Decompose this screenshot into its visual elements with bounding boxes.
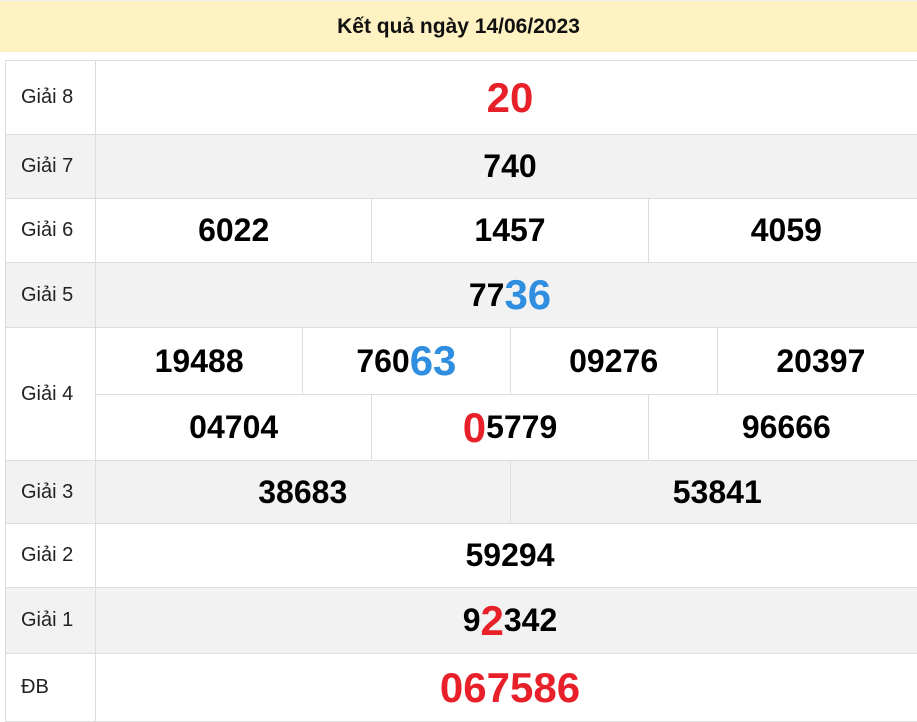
number-digits: 59294 — [466, 537, 555, 574]
number-digits: 38683 — [258, 474, 347, 511]
number-digits: 067586 — [440, 664, 580, 712]
prize-row: Giải 7 740 — [6, 135, 917, 199]
number-digits: 09276 — [569, 343, 658, 380]
prize-label: Giải 7 — [6, 135, 96, 199]
prize-row: ĐB 067586 — [6, 654, 917, 722]
prize-values: 20 — [96, 61, 917, 135]
prize-number: 09276 — [510, 328, 717, 394]
prize-label: ĐB — [6, 654, 96, 722]
number-digits: 5779 — [486, 409, 557, 446]
number-digits: 1457 — [474, 212, 545, 249]
number-digits: 4059 — [751, 212, 822, 249]
prize-number: 96666 — [648, 395, 917, 460]
prize-number: 59294 — [96, 524, 917, 587]
highlighted-digits: 36 — [504, 271, 551, 319]
number-digits: 740 — [483, 148, 536, 185]
prize-values: 740 — [96, 135, 917, 199]
prize-label: Giải 8 — [6, 61, 96, 135]
prize-values: 6022 1457 4059 — [96, 199, 917, 263]
number-digits: 20 — [487, 74, 534, 122]
number-digits: 04704 — [189, 409, 278, 446]
prize-values: 59294 — [96, 524, 917, 588]
prize-row: Giải 6 6022 1457 4059 — [6, 199, 917, 263]
prize-number: 1457 — [371, 199, 647, 262]
prize-row: Giải 8 20 — [6, 61, 917, 135]
prize-label: Giải 4 — [6, 328, 96, 461]
prize-number: 6022 — [96, 199, 371, 262]
number-digits: 19488 — [155, 343, 244, 380]
prize-number: 740 — [96, 135, 917, 198]
number-digits: 6022 — [198, 212, 269, 249]
number-digits: 20397 — [776, 343, 865, 380]
number-digits: 53841 — [673, 474, 762, 511]
number-digits: 760 — [356, 343, 409, 380]
prize-label: Giải 3 — [6, 461, 96, 524]
prize-values: 067586 — [96, 654, 917, 722]
highlighted-digits: 0 — [463, 404, 486, 452]
number-digits: 77 — [469, 277, 505, 314]
prize-number: 04704 — [96, 395, 371, 460]
prize-number: 20397 — [717, 328, 917, 394]
prize-number: 4059 — [648, 199, 917, 262]
prize-label: Giải 5 — [6, 263, 96, 328]
prize-row: Giải 2 59294 — [6, 524, 917, 588]
prize-number: 38683 — [96, 461, 510, 523]
prize-label: Giải 6 — [6, 199, 96, 263]
number-digits: 96666 — [742, 409, 831, 446]
prize-row: Giải 3 38683 53841 — [6, 461, 917, 524]
prize-number: 19488 — [96, 328, 302, 394]
results-header: Kết quả ngày 14/06/2023 — [0, 0, 917, 52]
number-digits: 9 — [463, 602, 481, 639]
highlighted-digits: 2 — [481, 597, 504, 645]
prize-label: Giải 1 — [6, 588, 96, 654]
prize-number: 20 — [96, 61, 917, 134]
prize-number: 067586 — [96, 654, 917, 721]
number-digits: 342 — [504, 602, 557, 639]
prize-number: 53841 — [510, 461, 917, 523]
prize-label: Giải 2 — [6, 524, 96, 588]
prize-values: 38683 53841 — [96, 461, 917, 524]
highlighted-digits: 63 — [410, 337, 457, 385]
